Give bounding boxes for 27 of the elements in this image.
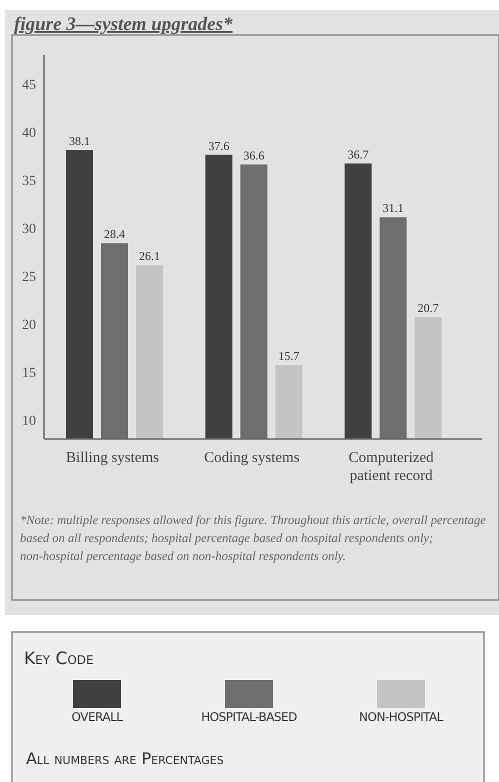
- y-tick-label: 25: [22, 270, 36, 285]
- data-label: 36.7: [348, 147, 369, 162]
- data-label: 37.6: [208, 138, 230, 153]
- legend-label: OVERALL: [72, 710, 124, 724]
- y-tick-label: 35: [22, 174, 36, 189]
- y-tick-label: 20: [22, 318, 36, 333]
- data-label: 15.7: [278, 349, 300, 364]
- text: *Note: multiple responses allowed for this figure. Throughout this article, overall percentage based on all respondents; hospital percentage based on hospital respondents only; non-hospital percentage based on non-hospital respondents only.: [20, 513, 486, 563]
- y-tick-label: 10: [22, 414, 36, 429]
- data-label: 20.7: [418, 301, 439, 316]
- data-label: 26.1: [139, 249, 160, 264]
- data-label: 36.6: [243, 148, 264, 162]
- text: All numbers are Percentages: [26, 749, 224, 768]
- chart-title: figure 3—system upgrades*: [14, 14, 233, 35]
- x-tick-label: Computerized patient record: [348, 450, 434, 484]
- data-label: 28.4: [104, 227, 125, 242]
- y-tick-label: 30: [22, 222, 36, 237]
- y-tick-label: 15: [22, 366, 36, 381]
- data-label: 31.1: [382, 201, 404, 216]
- legend-label: HOSPITAL-BASED: [201, 710, 298, 724]
- y-tick-label: 40: [22, 126, 36, 141]
- data-label: 38.1: [69, 134, 90, 148]
- x-tick-label: Coding systems: [204, 450, 300, 466]
- x-tick-label: Billing systems: [66, 450, 160, 466]
- legend-label: NON-HOSPITAL: [359, 710, 444, 724]
- y-tick-label: 45: [22, 78, 36, 93]
- legend-title: Key Code: [24, 649, 94, 669]
